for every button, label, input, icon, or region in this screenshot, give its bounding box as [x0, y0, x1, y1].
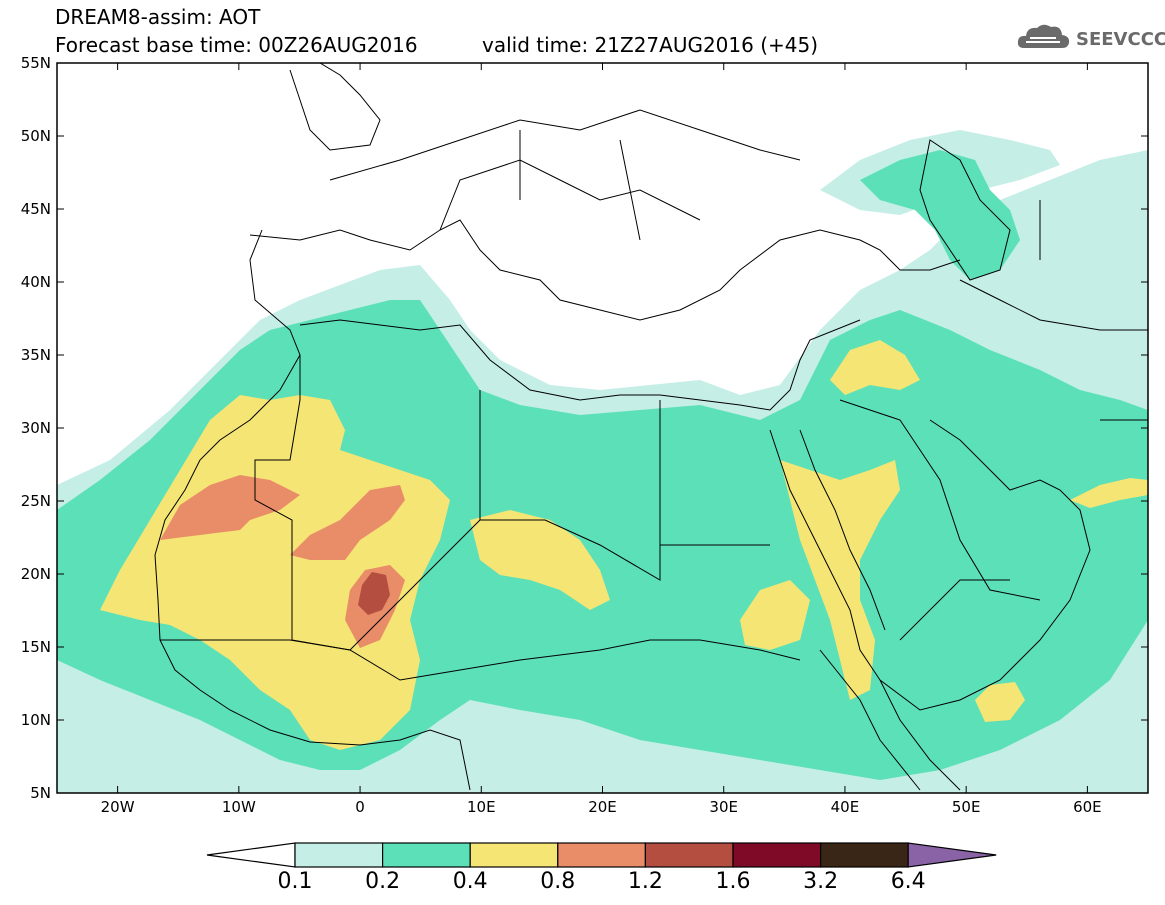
lat-tick-label: 10N [21, 711, 51, 729]
logo-text: SEEVCCC [1076, 28, 1165, 50]
lat-tick-label: 15N [21, 638, 51, 656]
colorbar-label: 6.4 [890, 869, 926, 894]
cloud-icon [1016, 22, 1072, 56]
colorbar-swatch [557, 842, 646, 868]
coastline-mediterranean [299, 319, 861, 411]
aot-band-0.4-sudan [740, 580, 810, 650]
border-algeria [254, 355, 481, 651]
lon-tick-label: 10W [222, 798, 256, 816]
colorbar-swatch [382, 842, 471, 868]
lon-tick-label: 50E [952, 798, 981, 816]
colorbar-label: 0.4 [452, 869, 488, 894]
colorbar-label: 1.2 [627, 869, 663, 894]
colorbar-label: 1.6 [715, 869, 751, 894]
border-europe-interior [329, 109, 801, 241]
colorbar-swatch [294, 842, 384, 868]
coastline-west-africa [154, 229, 471, 791]
colorbar-swatch [469, 842, 559, 868]
colorbar-label: 0.1 [277, 869, 313, 894]
aot-band-0.2-caspian [860, 150, 1020, 280]
aot-band-0.4-central [470, 510, 610, 610]
lon-tick-label: 20E [588, 798, 617, 816]
coastline-arabia [879, 419, 1091, 711]
aot-band-0.4-west [100, 395, 450, 750]
aot-band-0.4-yemen [975, 682, 1025, 722]
valid-time: valid time: 21Z27AUG2016 (+45) [482, 33, 819, 57]
lon-tick-label: 60E [1073, 798, 1102, 816]
forecast-base-time: Forecast base time: 00Z26AUG2016 [55, 33, 418, 57]
border-caspian [919, 139, 1011, 281]
map-title: DREAM8-assim: AOT [55, 5, 261, 29]
lon-tick-label: 40E [831, 798, 860, 816]
lat-tick-label: 55N [21, 54, 51, 72]
colorbar-label: 0.8 [540, 869, 576, 894]
border-saudi [839, 399, 1041, 641]
border-egypt [659, 400, 770, 546]
colorbar-arrow-right [907, 842, 997, 868]
colorbar-swatch [732, 842, 822, 868]
seevccc-logo: SEEVCCC [1016, 24, 1165, 54]
border-libya [479, 390, 661, 581]
colorbar [206, 842, 997, 868]
lat-tick-label: 20N [21, 565, 51, 583]
border-iran [959, 200, 1148, 421]
lat-tick-label: 25N [21, 492, 51, 510]
lat-tick-label: 45N [21, 200, 51, 218]
lon-tick-label: 0 [355, 798, 365, 816]
colorbar-label: 0.2 [365, 869, 401, 894]
aot-band-0.4-redsea [780, 460, 900, 700]
border-horn [819, 649, 961, 791]
coastline-britain [289, 63, 381, 151]
lat-tick-label: 30N [21, 419, 51, 437]
aot-band-0.4-oman [1070, 478, 1148, 508]
coastline-redsea [769, 429, 886, 681]
lat-tick-label: 5N [30, 784, 51, 802]
aot-band-0.4-iraq [830, 340, 920, 395]
latitude-axis: 55N 50N 45N 40N 35N 30N 25N 20N 15N 10N 5N [21, 54, 1148, 802]
coastline-europe [249, 219, 961, 321]
country-borders [154, 63, 1148, 791]
colorbar-arrow-left [206, 842, 296, 868]
lon-tick-label: 10E [467, 798, 496, 816]
aot-contours [57, 130, 1148, 793]
longitude-axis: 20W 10W 0 10E 20E 30E 40E 50E 60E [101, 63, 1102, 816]
lon-tick-label: 30E [709, 798, 738, 816]
lat-tick-label: 35N [21, 346, 51, 364]
aot-band-0.8-mali [290, 485, 405, 560]
border-sahel [160, 639, 801, 681]
colorbar-swatch [819, 842, 909, 868]
colorbar-label: 3.2 [803, 869, 839, 894]
lon-tick-label: 20W [101, 798, 135, 816]
lat-tick-label: 50N [21, 127, 51, 145]
aot-band-1.2 [358, 572, 390, 615]
colorbar-swatch [644, 842, 734, 868]
lat-tick-label: 40N [21, 273, 51, 291]
aot-band-0.8-west [160, 475, 300, 540]
